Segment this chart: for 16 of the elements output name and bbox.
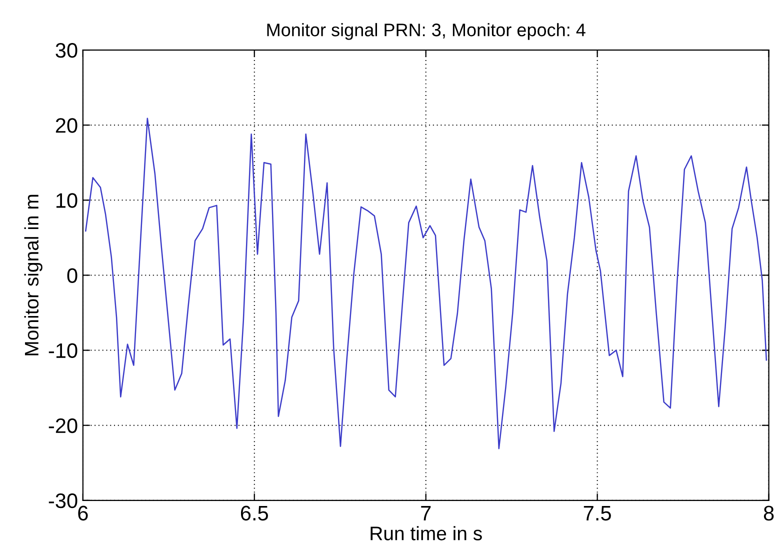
x-axis-title: Run time in s: [370, 526, 482, 540]
y-tick-label: 20: [56, 118, 78, 133]
x-tick-label: 6.5: [240, 506, 268, 521]
y-tick-label: 0: [67, 268, 78, 283]
x-tick-label: 7.5: [584, 506, 611, 521]
x-tick-label: 7: [421, 506, 431, 520]
y-tick-label: -10: [48, 343, 78, 358]
line-series: [85, 118, 768, 450]
x-tick-label: 6: [78, 506, 88, 521]
x-tick-label: 8: [764, 506, 774, 521]
y-axis-title: Monitor signal in m: [24, 194, 42, 356]
y-tick-label: -20: [48, 418, 78, 434]
y-tick-label: 30: [56, 43, 78, 58]
y-tick-label: -30: [48, 493, 78, 508]
chart-title: Monitor signal PRN: 3, Monitor epoch: 4: [267, 23, 586, 40]
y-tick-label: 10: [56, 193, 78, 208]
